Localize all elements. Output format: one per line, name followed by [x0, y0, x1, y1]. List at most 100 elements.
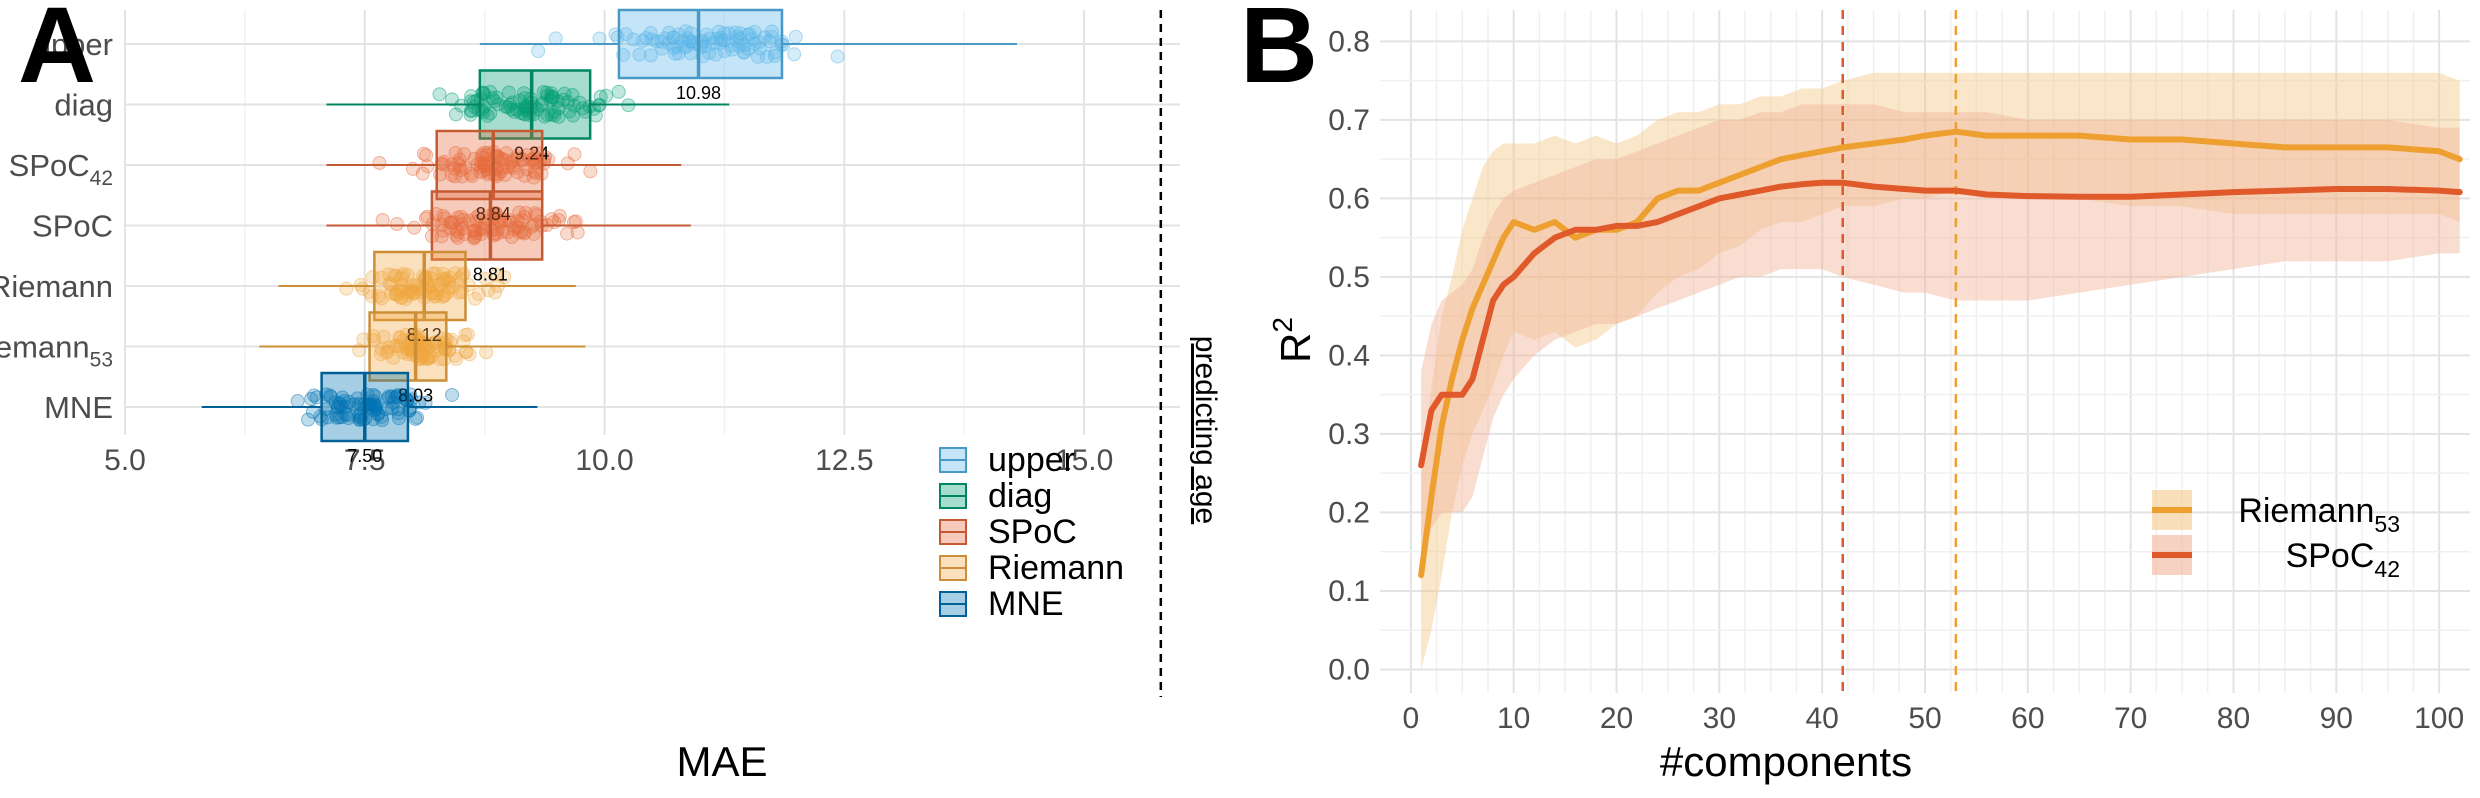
panel-a-point — [535, 96, 550, 111]
panel-a-category-name: Riemann — [0, 269, 113, 304]
panel-a-box — [368, 311, 448, 382]
panel-a-point — [500, 225, 515, 240]
panel-a-point — [401, 285, 416, 300]
panel-a-point — [460, 327, 475, 342]
panel-a-point — [463, 166, 478, 181]
panel-a-point — [677, 40, 692, 55]
panel-a-category-label: diag — [54, 88, 113, 123]
panel-a-point — [367, 397, 382, 412]
panel-a-point — [455, 212, 470, 227]
panel-a-point — [389, 217, 404, 232]
panel-a-point — [501, 85, 516, 100]
panel-a-point — [430, 282, 445, 297]
panel-a-point — [593, 89, 608, 104]
panel-a-point — [666, 30, 681, 45]
panel-a-point — [668, 46, 683, 61]
panel-a-category-name: MNE — [44, 390, 113, 425]
panel-a-point — [517, 209, 532, 224]
panel-a-point — [456, 334, 471, 349]
panel-a-point — [502, 97, 517, 112]
panel-a-point — [505, 95, 520, 110]
panel-a-point — [454, 209, 469, 224]
panel-a-point — [408, 285, 423, 300]
panel-a-point — [645, 32, 660, 47]
panel-a-point — [474, 148, 489, 163]
panel-a-point — [450, 210, 465, 225]
panel-a-point — [550, 94, 565, 109]
panel-a-point — [543, 93, 558, 108]
panel-a-point — [711, 24, 726, 39]
panel-b-legend-label: Riemann53 — [2238, 492, 2400, 537]
panel-a-point — [505, 159, 520, 174]
panel-a-point — [737, 37, 752, 52]
panel-a-annotation: predicting age — [1189, 336, 1222, 524]
panel-a-point — [682, 34, 697, 49]
panel-a-point — [510, 214, 525, 229]
panel-a-category-label: Riemann53 — [0, 330, 113, 372]
panel-a-point — [443, 215, 458, 230]
panel-b-x-tick-label: 80 — [2217, 702, 2250, 735]
panel-a-point — [494, 152, 509, 167]
panel-a-point — [367, 398, 382, 413]
panel-a-point — [338, 399, 353, 414]
panel-b: 0 10 20 30 40 50 60 70 80 90 100 0.0 0.1 0.2 0.3 0.4 0.5… — [1240, 0, 2470, 785]
panel-a-point — [560, 226, 575, 241]
panel-a-point — [448, 348, 463, 363]
panel-a-point — [540, 107, 555, 122]
panel-a-point — [394, 290, 409, 305]
panel-b-series-line — [1418, 179, 2463, 469]
panel-a-point — [544, 86, 559, 101]
panel-a-point — [432, 87, 447, 102]
panel-a-point — [382, 340, 397, 355]
panel-a-point — [477, 156, 492, 171]
panel-a-point — [442, 280, 457, 295]
panel-b-y-axis-title: R2 — [1267, 317, 1319, 363]
panel-a-point — [732, 38, 747, 53]
panel-a-point — [578, 104, 593, 119]
panel-a-point — [394, 290, 409, 305]
panel-a-point — [483, 84, 498, 99]
panel-a-point — [703, 31, 718, 46]
panel-a-point — [708, 47, 723, 62]
panel-a-point — [655, 41, 670, 56]
panel-b-x-axis-title: #components — [1660, 738, 1912, 785]
panel-a-point — [405, 283, 420, 298]
panel-a-point — [680, 39, 695, 54]
panel-a-point — [381, 391, 396, 406]
panel-a-point — [335, 410, 350, 425]
panel-a-point — [365, 270, 380, 285]
panel-a-point — [447, 266, 462, 281]
panel-a-point — [429, 289, 444, 304]
panel-a-point — [379, 345, 394, 360]
panel-b-x-tick-label: 50 — [1908, 702, 1941, 735]
panel-a-point — [730, 29, 745, 44]
panel-a-point — [635, 33, 650, 48]
panel-a-point — [390, 284, 405, 299]
panel-a-point — [526, 155, 541, 170]
panel-a-point — [517, 226, 532, 241]
panel-a-point — [427, 289, 442, 304]
panel-a-point — [422, 349, 437, 364]
panel-a-point — [472, 208, 487, 223]
panel-a-point — [524, 152, 539, 167]
panel-a-point — [671, 27, 686, 42]
panel-a-point — [408, 279, 423, 294]
panel-a-point — [517, 168, 532, 183]
panel-a-point — [492, 215, 507, 230]
panel-a-point — [654, 34, 669, 49]
panel-a-point — [337, 393, 352, 408]
panel-b-y-tick-label: 0.4 — [1328, 339, 1370, 372]
panel-a-point — [468, 291, 483, 306]
panel-a-point — [467, 228, 482, 243]
panel-b-confidence-band — [1421, 72, 2460, 670]
panel-a-point — [458, 344, 473, 359]
panel-a-point — [592, 31, 607, 46]
panel-b-ticks: 0 10 20 30 40 50 60 70 80 90 100 0.0 0.1 0.2 0.3 0.4 0.5… — [1328, 25, 2464, 735]
panel-a-point — [479, 345, 494, 360]
panel-a-point — [503, 155, 518, 170]
panel-a-point — [437, 288, 452, 303]
panel-a-legend-label: MNE — [988, 585, 1064, 623]
panel-a-point — [526, 226, 541, 241]
panel-a-point — [379, 401, 394, 416]
panel-a-point — [436, 208, 451, 223]
